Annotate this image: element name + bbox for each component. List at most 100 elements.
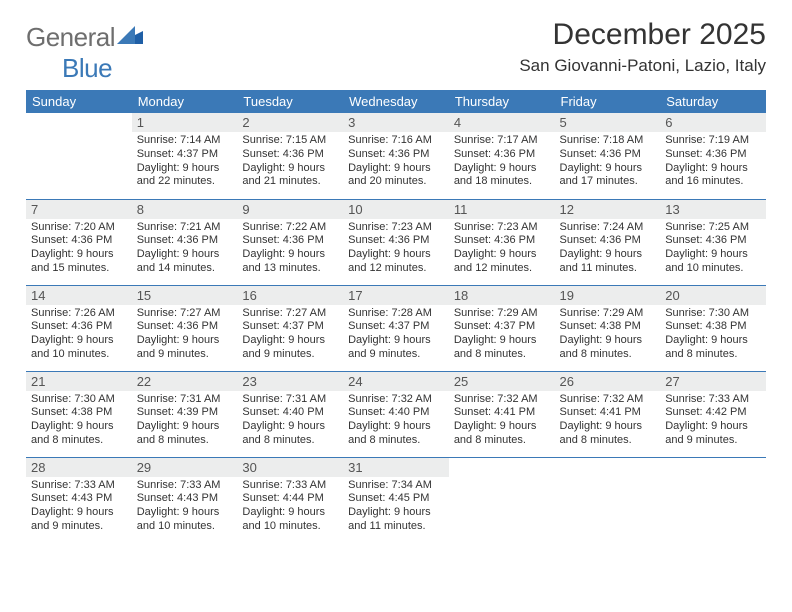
sunrise-label: Sunrise: 7:33 AM — [242, 479, 338, 493]
daylight-label: Daylight: 9 hours — [31, 506, 127, 520]
daylight-label: Daylight: 9 hours — [137, 334, 233, 348]
sunset-label: Sunset: 4:41 PM — [560, 406, 656, 420]
sunset-label: Sunset: 4:36 PM — [348, 234, 444, 248]
day-detail: Sunrise: 7:23 AMSunset: 4:36 PMDaylight:… — [343, 219, 449, 280]
day-number: 31 — [343, 458, 449, 477]
day-header: Thursday — [449, 90, 555, 113]
day-number: 15 — [132, 286, 238, 305]
calendar-day: 15Sunrise: 7:27 AMSunset: 4:36 PMDayligh… — [132, 285, 238, 371]
day-number: 2 — [237, 113, 343, 132]
sunrise-label: Sunrise: 7:14 AM — [137, 134, 233, 148]
sunset-label: Sunset: 4:36 PM — [31, 234, 127, 248]
calendar-day: 18Sunrise: 7:29 AMSunset: 4:37 PMDayligh… — [449, 285, 555, 371]
daylight-label: Daylight: 9 hours — [242, 506, 338, 520]
sunrise-label: Sunrise: 7:32 AM — [560, 393, 656, 407]
day-detail: Sunrise: 7:19 AMSunset: 4:36 PMDaylight:… — [660, 132, 766, 193]
sunrise-label: Sunrise: 7:25 AM — [665, 221, 761, 235]
calendar-body: 1Sunrise: 7:14 AMSunset: 4:37 PMDaylight… — [26, 113, 766, 543]
daylight-label: and 20 minutes. — [348, 175, 444, 189]
day-header: Saturday — [660, 90, 766, 113]
day-number: 10 — [343, 200, 449, 219]
day-number: 27 — [660, 372, 766, 391]
brand-part1: General — [26, 22, 115, 52]
daylight-label: and 8 minutes. — [454, 348, 550, 362]
day-header: Monday — [132, 90, 238, 113]
day-number: 23 — [237, 372, 343, 391]
daylight-label: and 22 minutes. — [137, 175, 233, 189]
daylight-label: and 8 minutes. — [560, 434, 656, 448]
title-block: December 2025 San Giovanni-Patoni, Lazio… — [519, 18, 766, 76]
day-detail: Sunrise: 7:27 AMSunset: 4:37 PMDaylight:… — [237, 305, 343, 366]
daylight-label: and 10 minutes. — [665, 262, 761, 276]
calendar-week: 28Sunrise: 7:33 AMSunset: 4:43 PMDayligh… — [26, 457, 766, 543]
sunrise-label: Sunrise: 7:27 AM — [137, 307, 233, 321]
sunrise-label: Sunrise: 7:32 AM — [454, 393, 550, 407]
sunrise-label: Sunrise: 7:20 AM — [31, 221, 127, 235]
day-detail: Sunrise: 7:20 AMSunset: 4:36 PMDaylight:… — [26, 219, 132, 280]
calendar-day: 20Sunrise: 7:30 AMSunset: 4:38 PMDayligh… — [660, 285, 766, 371]
daylight-label: and 8 minutes. — [454, 434, 550, 448]
day-detail: Sunrise: 7:24 AMSunset: 4:36 PMDaylight:… — [555, 219, 661, 280]
day-detail: Sunrise: 7:30 AMSunset: 4:38 PMDaylight:… — [26, 391, 132, 452]
sunset-label: Sunset: 4:44 PM — [242, 492, 338, 506]
sunset-label: Sunset: 4:36 PM — [665, 148, 761, 162]
daylight-label: Daylight: 9 hours — [137, 506, 233, 520]
daylight-label: Daylight: 9 hours — [242, 334, 338, 348]
calendar-day: 17Sunrise: 7:28 AMSunset: 4:37 PMDayligh… — [343, 285, 449, 371]
calendar-day — [26, 113, 132, 199]
sunset-label: Sunset: 4:36 PM — [665, 234, 761, 248]
daylight-label: Daylight: 9 hours — [665, 162, 761, 176]
calendar-day: 6Sunrise: 7:19 AMSunset: 4:36 PMDaylight… — [660, 113, 766, 199]
day-detail: Sunrise: 7:27 AMSunset: 4:36 PMDaylight:… — [132, 305, 238, 366]
sunrise-label: Sunrise: 7:18 AM — [560, 134, 656, 148]
calendar-week: 1Sunrise: 7:14 AMSunset: 4:37 PMDaylight… — [26, 113, 766, 199]
day-detail: Sunrise: 7:33 AMSunset: 4:43 PMDaylight:… — [26, 477, 132, 538]
daylight-label: Daylight: 9 hours — [560, 162, 656, 176]
day-detail: Sunrise: 7:22 AMSunset: 4:36 PMDaylight:… — [237, 219, 343, 280]
day-number: 14 — [26, 286, 132, 305]
calendar-week: 21Sunrise: 7:30 AMSunset: 4:38 PMDayligh… — [26, 371, 766, 457]
daylight-label: and 17 minutes. — [560, 175, 656, 189]
calendar-day: 10Sunrise: 7:23 AMSunset: 4:36 PMDayligh… — [343, 199, 449, 285]
day-detail: Sunrise: 7:30 AMSunset: 4:38 PMDaylight:… — [660, 305, 766, 366]
sunset-label: Sunset: 4:36 PM — [560, 234, 656, 248]
daylight-label: Daylight: 9 hours — [242, 162, 338, 176]
sunset-label: Sunset: 4:37 PM — [348, 320, 444, 334]
sunrise-label: Sunrise: 7:33 AM — [137, 479, 233, 493]
day-detail: Sunrise: 7:29 AMSunset: 4:37 PMDaylight:… — [449, 305, 555, 366]
sunset-label: Sunset: 4:38 PM — [665, 320, 761, 334]
calendar-day: 11Sunrise: 7:23 AMSunset: 4:36 PMDayligh… — [449, 199, 555, 285]
sunset-label: Sunset: 4:36 PM — [560, 148, 656, 162]
sunset-label: Sunset: 4:41 PM — [454, 406, 550, 420]
day-number: 21 — [26, 372, 132, 391]
daylight-label: and 9 minutes. — [242, 348, 338, 362]
sunset-label: Sunset: 4:36 PM — [137, 234, 233, 248]
day-number: 29 — [132, 458, 238, 477]
day-detail: Sunrise: 7:32 AMSunset: 4:40 PMDaylight:… — [343, 391, 449, 452]
daylight-label: and 10 minutes. — [31, 348, 127, 362]
calendar-week: 7Sunrise: 7:20 AMSunset: 4:36 PMDaylight… — [26, 199, 766, 285]
day-detail: Sunrise: 7:33 AMSunset: 4:42 PMDaylight:… — [660, 391, 766, 452]
sunset-label: Sunset: 4:40 PM — [348, 406, 444, 420]
calendar-day: 16Sunrise: 7:27 AMSunset: 4:37 PMDayligh… — [237, 285, 343, 371]
sunrise-label: Sunrise: 7:31 AM — [242, 393, 338, 407]
sunrise-label: Sunrise: 7:21 AM — [137, 221, 233, 235]
day-number: 24 — [343, 372, 449, 391]
sunset-label: Sunset: 4:37 PM — [137, 148, 233, 162]
daylight-label: Daylight: 9 hours — [560, 248, 656, 262]
calendar-day — [555, 457, 661, 543]
daylight-label: and 10 minutes. — [137, 520, 233, 534]
day-number: 25 — [449, 372, 555, 391]
logo-mark-icon — [117, 20, 143, 51]
calendar-day: 13Sunrise: 7:25 AMSunset: 4:36 PMDayligh… — [660, 199, 766, 285]
daylight-label: Daylight: 9 hours — [31, 334, 127, 348]
day-number: 28 — [26, 458, 132, 477]
sunrise-label: Sunrise: 7:33 AM — [665, 393, 761, 407]
calendar-day: 31Sunrise: 7:34 AMSunset: 4:45 PMDayligh… — [343, 457, 449, 543]
calendar-day — [660, 457, 766, 543]
calendar-day: 14Sunrise: 7:26 AMSunset: 4:36 PMDayligh… — [26, 285, 132, 371]
daylight-label: and 14 minutes. — [137, 262, 233, 276]
daylight-label: and 9 minutes. — [31, 520, 127, 534]
daylight-label: and 8 minutes. — [242, 434, 338, 448]
daylight-label: and 8 minutes. — [560, 348, 656, 362]
